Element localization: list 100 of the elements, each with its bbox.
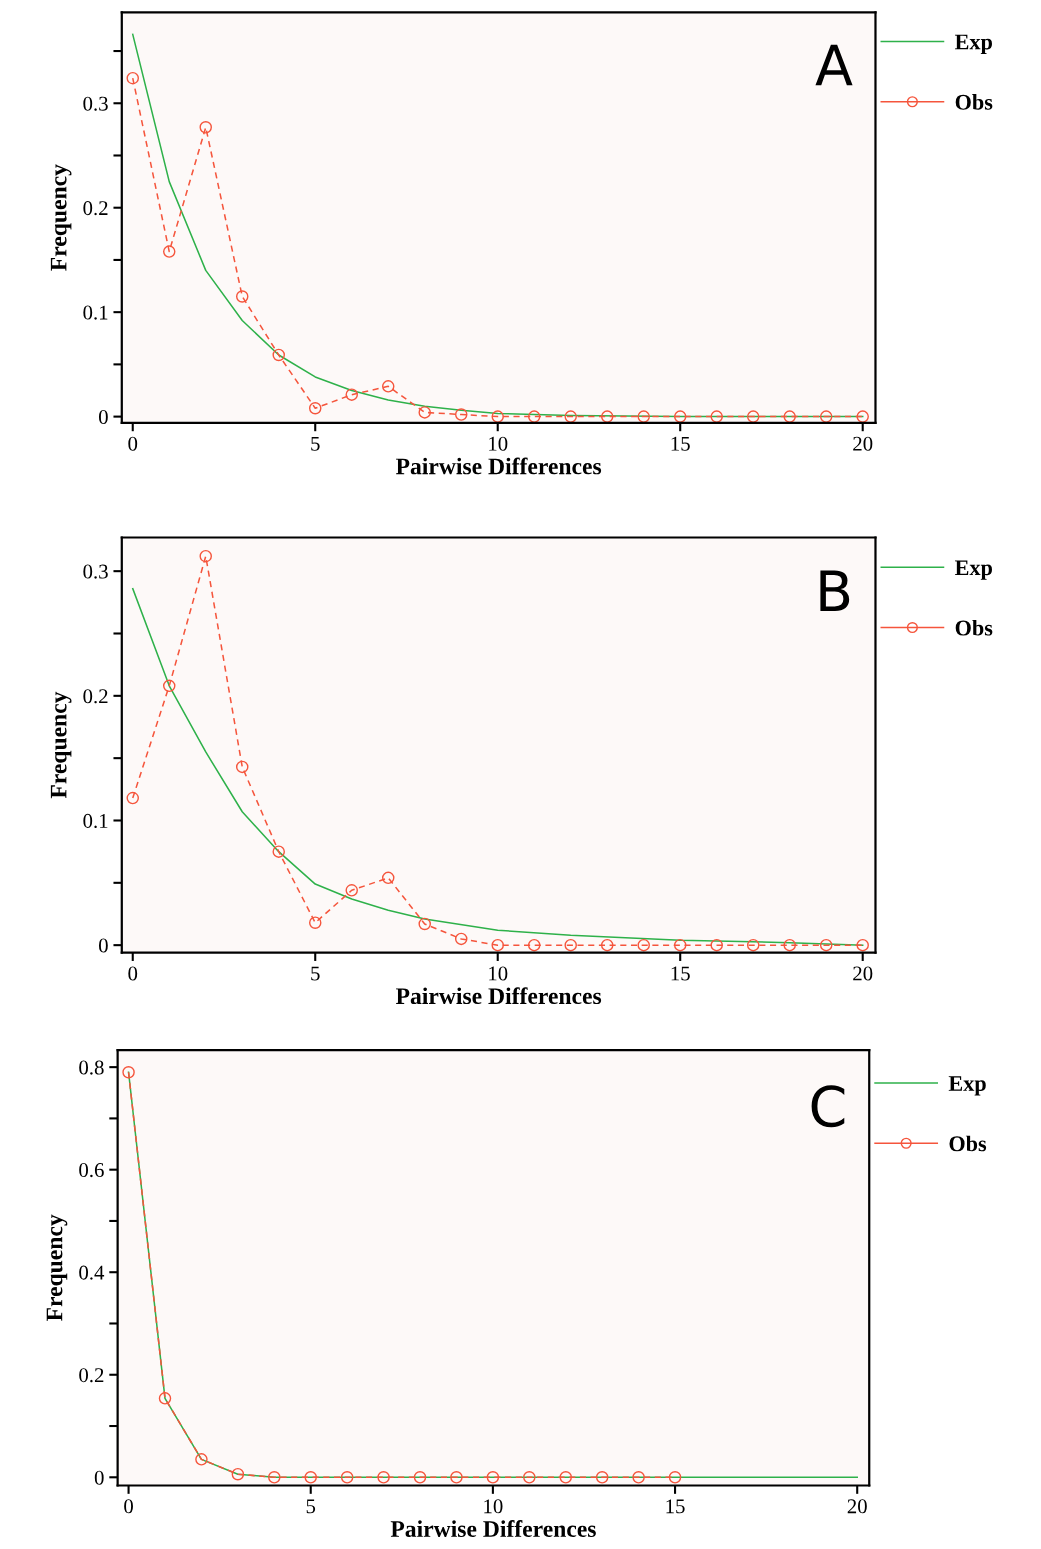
x-axis-title: Pairwise Differences: [395, 457, 602, 475]
legend-label: Obs: [955, 94, 993, 110]
point: [345, 884, 358, 897]
point: [746, 410, 760, 423]
point: [340, 1471, 354, 1484]
point: [856, 938, 869, 952]
point: [195, 1453, 208, 1466]
point: [527, 938, 541, 952]
x-axis-title: Pairwise Differences: [390, 1520, 596, 1537]
point: [235, 760, 249, 774]
x-tick-label: 0: [124, 1499, 133, 1514]
point: [564, 410, 577, 423]
x-tick-label: 5: [311, 966, 320, 981]
point: [673, 938, 687, 952]
y-tick-label: 0: [98, 938, 108, 953]
y-tick-label: 0.3: [83, 96, 108, 111]
x-tick-label: 10: [489, 966, 508, 981]
point: [523, 1471, 536, 1484]
point: [668, 1471, 682, 1484]
y-tick-label: 0.4: [79, 1265, 105, 1280]
point: [454, 408, 468, 421]
legend-label: Exp: [954, 560, 992, 580]
point: [199, 549, 212, 563]
x-tick-label: 0: [128, 436, 138, 451]
point: [783, 938, 796, 952]
x-tick-label: 20: [853, 436, 873, 451]
x-tick-label: 15: [671, 966, 690, 981]
point: [231, 1467, 245, 1481]
y-axis-title: Frequency: [50, 691, 72, 799]
point: [304, 1471, 317, 1484]
y-tick-label: 0.2: [83, 689, 108, 704]
point: [527, 410, 541, 423]
y-tick-label: 0.1: [83, 305, 108, 320]
point: [162, 245, 176, 258]
annotation: C: [811, 1085, 845, 1128]
point: [600, 410, 614, 423]
point: [199, 121, 212, 134]
point: [413, 1471, 427, 1484]
legend-label: Obs: [955, 619, 993, 636]
point: [158, 1392, 172, 1405]
point: [819, 410, 833, 423]
point: [491, 410, 504, 423]
y-tick-label: 0.1: [83, 813, 108, 829]
y-axis-title: Frequency: [46, 1214, 68, 1322]
y-tick-label: 0.6: [79, 1163, 104, 1178]
y-tick-label: 0.2: [79, 1368, 104, 1383]
point: [345, 388, 358, 401]
point: [486, 1471, 500, 1484]
x-axis-title: Pairwise Differences: [395, 987, 602, 1005]
point: [126, 791, 139, 805]
point: [632, 1471, 645, 1484]
point: [122, 1066, 135, 1079]
point: [308, 916, 322, 929]
legend-label: Exp: [954, 34, 992, 54]
point: [783, 410, 796, 423]
x-tick-label: 10: [489, 436, 508, 451]
point: [746, 938, 760, 952]
x-tick-label: 15: [666, 1499, 685, 1514]
x-tick-label: 5: [306, 1499, 316, 1514]
point: [381, 871, 395, 885]
legend-label: Exp: [948, 1076, 986, 1096]
x-tick-label: 20: [853, 966, 873, 981]
point: [450, 1471, 463, 1484]
point: [600, 938, 614, 952]
x-tick-label: 20: [847, 1499, 867, 1514]
point: [268, 1471, 281, 1484]
point: [381, 380, 395, 393]
point: [564, 938, 577, 952]
point: [235, 290, 249, 303]
point: [637, 410, 650, 423]
point: [559, 1471, 573, 1484]
x-tick-label: 15: [671, 436, 690, 451]
point: [418, 406, 431, 419]
point: [637, 938, 650, 952]
point: [819, 938, 833, 952]
x-tick-label: 10: [484, 1499, 503, 1514]
y-tick-label: 0.8: [79, 1060, 104, 1075]
annotation: B: [820, 570, 850, 611]
annotation: A: [815, 44, 853, 86]
point: [595, 1471, 609, 1484]
y-tick-label: 0: [94, 1470, 104, 1485]
point: [162, 679, 176, 693]
x-tick-label: 5: [311, 436, 320, 451]
point: [710, 410, 723, 423]
point: [673, 410, 687, 423]
point: [856, 410, 869, 423]
point: [454, 932, 468, 946]
point: [377, 1471, 390, 1484]
point: [491, 938, 504, 952]
point: [418, 917, 431, 931]
point: [710, 938, 723, 952]
legend-label: Obs: [949, 1135, 987, 1152]
point: [272, 348, 285, 362]
y-tick-label: 0: [98, 409, 108, 425]
y-axis-title: Frequency: [50, 164, 72, 271]
x-tick-label: 0: [128, 966, 138, 981]
point: [308, 402, 322, 415]
point: [126, 71, 139, 85]
y-tick-label: 0.2: [83, 201, 108, 216]
y-tick-label: 0.3: [83, 564, 108, 579]
